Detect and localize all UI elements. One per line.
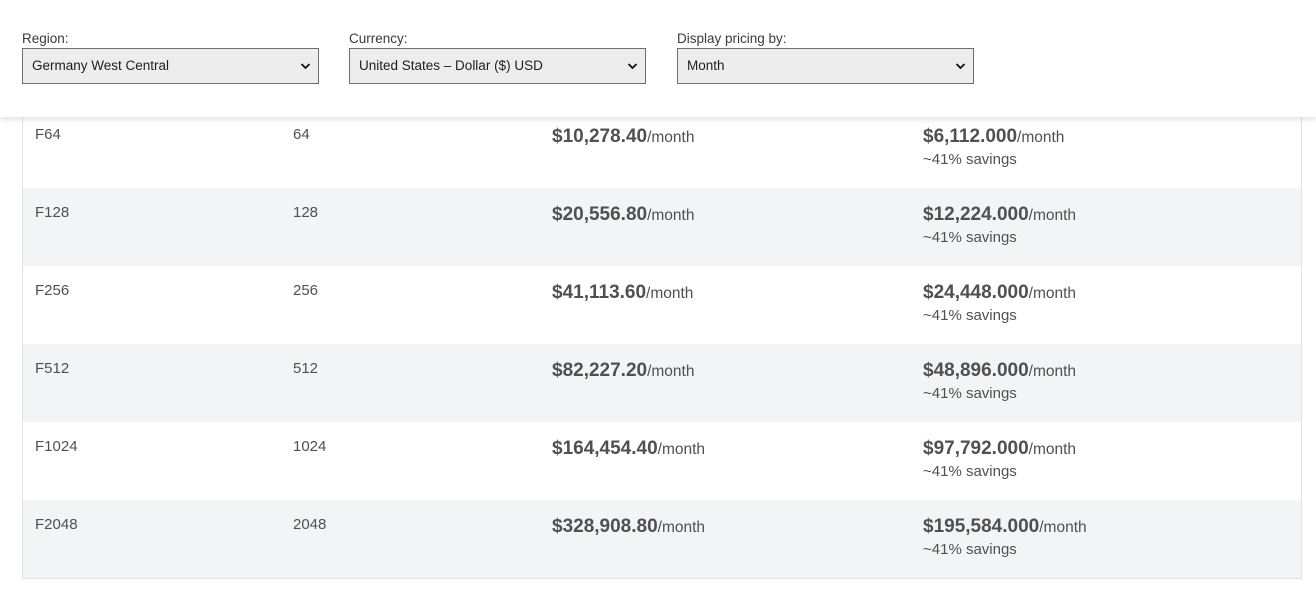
reserved-price-cell: $195,584.000/month ~41% savings: [923, 516, 1087, 558]
reserved-price-amount: $48,896.000: [923, 360, 1029, 381]
payg-price-cell: $20,556.80/month: [552, 204, 694, 226]
currency-select[interactable]: United States – Dollar ($) USD: [349, 48, 646, 84]
sku-cell: F128: [35, 204, 70, 221]
reserved-price-cell: $97,792.000/month ~41% savings: [923, 438, 1076, 480]
capacity-units-cell: 512: [293, 360, 319, 377]
region-select-value: Germany West Central: [32, 58, 170, 73]
reserved-price-unit: /month: [1039, 519, 1087, 536]
display-pricing-label: Display pricing by:: [677, 31, 787, 46]
capacity-units-cell: 128: [293, 204, 319, 221]
payg-price-unit: /month: [657, 441, 706, 458]
region-select[interactable]: Germany West Central: [22, 48, 319, 84]
sku-cell: F256: [35, 282, 70, 299]
payg-price-amount: $41,113.60: [552, 282, 647, 303]
sku-cell: F1024: [35, 438, 78, 455]
table-row: F2048 2048 $328,908.80/month $195,584.00…: [23, 500, 1301, 578]
payg-price-unit: /month: [646, 285, 694, 302]
pricing-filters: Region: Germany West Central Currency: U…: [0, 0, 1316, 117]
payg-price-cell: $328,908.80/month: [552, 516, 705, 538]
reserved-price-cell: $6,112.000/month ~41% savings: [923, 126, 1064, 168]
sku-cell: F512: [35, 360, 70, 377]
payg-price-amount: $164,454.40: [552, 438, 658, 459]
reserved-price-amount: $195,584.000: [923, 516, 1040, 537]
pricing-table: F64 64 $10,278.40/month $6,112.000/month…: [22, 110, 1302, 579]
savings-text: ~41% savings: [923, 307, 1017, 324]
payg-price-cell: $10,278.40/month: [552, 126, 694, 148]
payg-price-unit: /month: [647, 207, 695, 224]
reserved-price-unit: /month: [1028, 207, 1077, 224]
reserved-price-cell: $24,448.000/month ~41% savings: [923, 282, 1076, 324]
display-pricing-select-value: Month: [687, 58, 725, 73]
table-row: F512 512 $82,227.20/month $48,896.000/mo…: [23, 344, 1301, 422]
savings-text: ~41% savings: [923, 151, 1017, 168]
reserved-price-amount: $97,792.000: [923, 438, 1029, 459]
payg-price-amount: $328,908.80: [552, 516, 658, 537]
display-pricing-select[interactable]: Month: [677, 48, 974, 84]
table-row: F64 64 $10,278.40/month $6,112.000/month…: [23, 110, 1301, 188]
capacity-units-cell: 1024: [293, 438, 327, 455]
table-row: F128 128 $20,556.80/month $12,224.000/mo…: [23, 188, 1301, 266]
table-row: F256 256 $41,113.60/month $24,448.000/mo…: [23, 266, 1301, 344]
reserved-price-cell: $48,896.000/month ~41% savings: [923, 360, 1076, 402]
currency-select-value: United States – Dollar ($) USD: [359, 58, 543, 73]
table-row: F1024 1024 $164,454.40/month $97,792.000…: [23, 422, 1301, 500]
currency-label: Currency:: [349, 31, 408, 46]
sku-cell: F64: [35, 126, 61, 143]
savings-text: ~41% savings: [923, 463, 1017, 480]
reserved-price-cell: $12,224.000/month ~41% savings: [923, 204, 1076, 246]
savings-text: ~41% savings: [923, 229, 1017, 246]
region-filter: Region: Germany West Central: [22, 30, 319, 84]
payg-price-cell: $82,227.20/month: [552, 360, 694, 382]
reserved-price-amount: $24,448.000: [923, 282, 1029, 303]
region-label: Region:: [22, 31, 69, 46]
payg-price-unit: /month: [647, 363, 695, 380]
display-pricing-filter: Display pricing by: Month: [677, 30, 974, 84]
payg-price-cell: $164,454.40/month: [552, 438, 705, 460]
sku-cell: F2048: [35, 516, 78, 533]
savings-text: ~41% savings: [923, 541, 1017, 558]
capacity-units-cell: 2048: [293, 516, 327, 533]
capacity-units-cell: 256: [293, 282, 319, 299]
reserved-price-amount: $12,224.000: [923, 204, 1029, 225]
payg-price-unit: /month: [657, 519, 706, 536]
reserved-price-unit: /month: [1028, 363, 1077, 380]
chevron-down-icon: [627, 63, 638, 70]
reserved-price-unit: /month: [1028, 441, 1077, 458]
currency-filter: Currency: United States – Dollar ($) USD: [349, 30, 646, 84]
chevron-down-icon: [955, 63, 966, 70]
reserved-price-amount: $6,112.000: [923, 126, 1018, 147]
payg-price-amount: $82,227.20: [552, 360, 648, 381]
capacity-units-cell: 64: [293, 126, 310, 143]
payg-price-amount: $20,556.80: [552, 204, 648, 225]
chevron-down-icon: [300, 63, 311, 70]
savings-text: ~41% savings: [923, 385, 1017, 402]
payg-price-cell: $41,113.60/month: [552, 282, 693, 304]
reserved-price-unit: /month: [1017, 129, 1065, 146]
reserved-price-unit: /month: [1028, 285, 1077, 302]
payg-price-unit: /month: [647, 129, 695, 146]
payg-price-amount: $10,278.40: [552, 126, 648, 147]
